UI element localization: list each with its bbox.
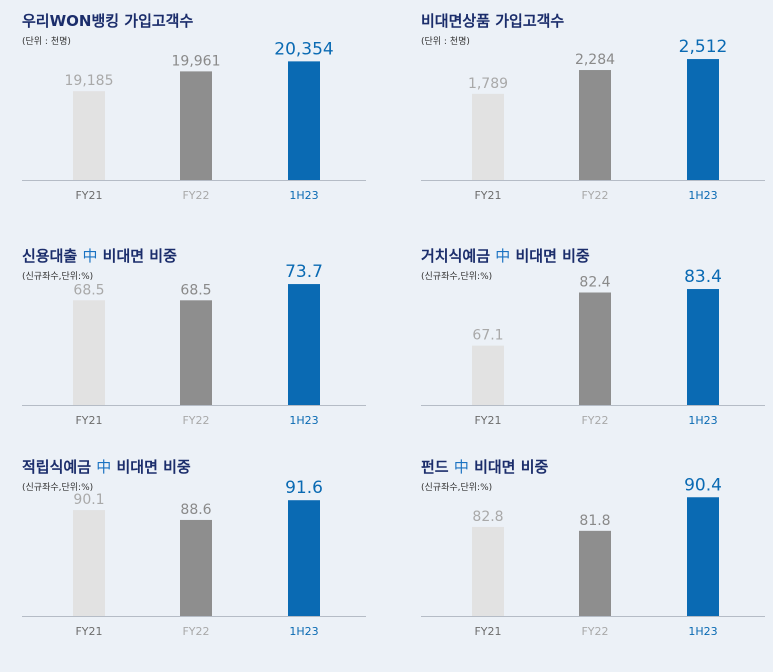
chart-title: 적립식예금 中 비대면 비중 xyxy=(22,456,191,477)
category-label: 1H23 xyxy=(289,414,318,427)
title-part: 中 xyxy=(495,247,511,265)
value-label: 82.4 xyxy=(579,275,610,291)
bar-1h23 xyxy=(288,500,320,616)
value-label: 73.7 xyxy=(285,262,323,282)
category-label: FY21 xyxy=(75,414,102,427)
bar-chart: 68.5 FY21 68.5 FY22 73.7 1H23 xyxy=(22,262,366,427)
value-label: 68.5 xyxy=(73,282,104,298)
chart-unit: (단위 : 천명) xyxy=(421,37,470,47)
bar-fy22 xyxy=(579,70,611,180)
category-label: 1H23 xyxy=(289,189,318,202)
chart-unit: (신규좌수,단위:%) xyxy=(421,272,493,282)
bar-fy22 xyxy=(180,300,212,405)
value-label: 2,512 xyxy=(679,37,728,57)
title-part: 비대면 비중 xyxy=(97,247,177,265)
chart-unit: (신규좌수,단위:%) xyxy=(22,483,94,493)
value-label: 88.6 xyxy=(180,502,211,518)
category-label: FY21 xyxy=(474,625,501,638)
chart-unit: (단위 : 천명) xyxy=(22,37,71,47)
title-part: 中 xyxy=(453,458,469,476)
value-label: 90.4 xyxy=(684,475,722,495)
chart-unit: (신규좌수,단위:%) xyxy=(421,483,493,493)
title-part: 우리WON뱅킹 가입고객수 xyxy=(22,12,194,30)
chart-panel-installment-deposit: 적립식예금 中 비대면 비중 (신규좌수,단위:%) 90.1 FY21 88.6 FY2… xyxy=(22,456,392,670)
value-label: 67.1 xyxy=(472,328,503,344)
bar-fy22 xyxy=(180,71,212,180)
category-label: FY22 xyxy=(182,414,209,427)
bar-fy22 xyxy=(180,519,212,616)
bar-fy22 xyxy=(579,292,611,405)
value-label: 19,961 xyxy=(172,53,221,69)
bar-1h23 xyxy=(288,61,320,181)
chart-panel-demand-deposit: 거치식예금 中 비대면 비중 (신규좌수,단위:%) 67.1 FY21 82.4 FY2… xyxy=(421,245,773,459)
chart-unit: (신규좌수,단위:%) xyxy=(22,272,94,282)
bar-chart: 1,789 FY21 2,284 FY22 2,512 1H23 xyxy=(421,37,765,202)
bar-chart: 90.1 FY21 88.6 FY22 91.6 1H23 xyxy=(22,478,366,638)
value-label: 91.6 xyxy=(285,478,323,498)
title-part: 펀드 xyxy=(421,458,454,476)
bar-fy21 xyxy=(73,300,105,405)
category-label: FY22 xyxy=(581,625,608,638)
category-label: 1H23 xyxy=(289,625,318,638)
value-label: 68.5 xyxy=(180,282,211,298)
value-label: 82.8 xyxy=(472,509,503,525)
category-label: FY22 xyxy=(182,625,209,638)
category-label: FY22 xyxy=(581,414,608,427)
title-part: 비대면 비중 xyxy=(510,247,590,265)
category-label: 1H23 xyxy=(688,414,717,427)
value-label: 2,284 xyxy=(575,52,615,68)
bar-fy21 xyxy=(73,91,105,180)
bar-1h23 xyxy=(687,59,719,181)
bar-fy21 xyxy=(472,526,504,616)
category-label: FY22 xyxy=(581,189,608,202)
value-label: 90.1 xyxy=(73,492,104,508)
bar-chart: 82.8 FY21 81.8 FY22 90.4 1H23 xyxy=(421,475,765,638)
bar-fy22 xyxy=(579,530,611,616)
category-label: 1H23 xyxy=(688,625,717,638)
chart-title: 우리WON뱅킹 가입고객수 xyxy=(22,10,193,31)
chart-title: 거치식예금 中 비대면 비중 xyxy=(421,245,590,266)
bar-1h23 xyxy=(687,497,719,616)
title-part: 中 xyxy=(82,247,98,265)
value-label: 20,354 xyxy=(274,39,333,59)
title-part: 거치식예금 xyxy=(421,247,496,265)
value-label: 19,185 xyxy=(65,73,114,89)
category-label: FY21 xyxy=(474,189,501,202)
chart-panel-fund: 펀드 中 비대면 비중 (신규좌수,단위:%) 82.8 FY21 81.8 FY22 90… xyxy=(421,456,773,670)
category-label: FY22 xyxy=(182,189,209,202)
category-label: FY21 xyxy=(474,414,501,427)
chart-title: 비대면상품 가입고객수 xyxy=(421,10,564,31)
title-part: 中 xyxy=(96,458,112,476)
chart-panel-won-banking: 우리WON뱅킹 가입고객수 (단위 : 천명) 19,185 FY21 19,961 FY… xyxy=(22,10,392,224)
chart-panel-non-face-products: 비대면상품 가입고객수 (단위 : 천명) 1,789 FY21 2,284 FY22 2,… xyxy=(421,10,773,224)
title-part: 비대면상품 가입고객수 xyxy=(421,12,565,30)
category-label: 1H23 xyxy=(688,189,717,202)
title-part: 비대면 비중 xyxy=(111,458,191,476)
chart-panel-credit-loan: 신용대출 中 비대면 비중 (신규좌수,단위:%) 68.5 FY21 68.5 FY22… xyxy=(22,245,392,459)
title-part: 적립식예금 xyxy=(22,458,97,476)
bar-fy21 xyxy=(472,93,504,180)
bar-1h23 xyxy=(687,289,719,405)
bar-chart: 67.1 FY21 82.4 FY22 83.4 1H23 xyxy=(421,267,765,427)
chart-title: 신용대출 中 비대면 비중 xyxy=(22,245,177,266)
value-label: 1,789 xyxy=(468,76,508,92)
bar-fy21 xyxy=(472,345,504,405)
bar-fy21 xyxy=(73,510,105,616)
value-label: 81.8 xyxy=(579,513,610,529)
title-part: 비대면 비중 xyxy=(468,458,549,476)
bar-chart: 19,185 FY21 19,961 FY22 20,354 1H23 xyxy=(22,39,366,202)
chart-title: 펀드 中 비대면 비중 xyxy=(421,456,548,477)
category-label: FY21 xyxy=(75,189,102,202)
title-part: 신용대출 xyxy=(22,247,83,265)
category-label: FY21 xyxy=(75,625,102,638)
bar-1h23 xyxy=(288,284,320,405)
value-label: 83.4 xyxy=(684,267,722,287)
